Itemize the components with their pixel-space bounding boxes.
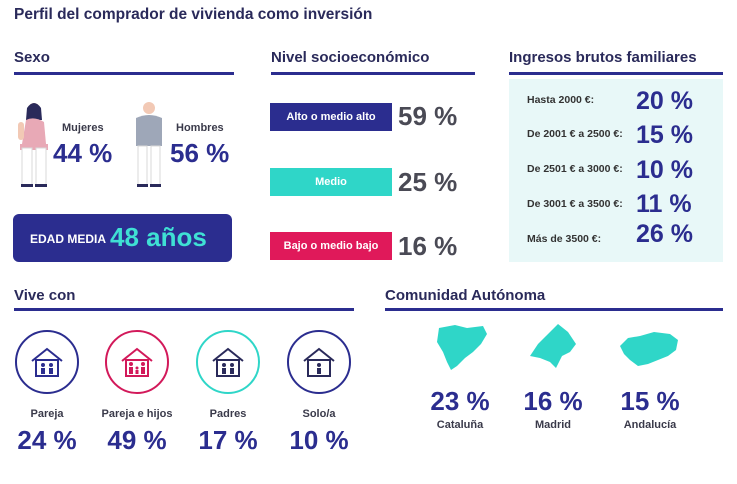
mujeres-value: 44 % — [53, 138, 113, 168]
vive-value-pareja: 24 % — [17, 425, 77, 455]
vive-label-pareja-hijos: Pareja e hijos — [101, 408, 173, 420]
comunidad-value-andalucia: 15 % — [620, 386, 680, 416]
mujeres-label: Mujeres — [62, 122, 104, 134]
ingresos-value-2: 15 % — [636, 121, 693, 149]
vive-value-pareja-hijos: 49 % — [107, 425, 167, 455]
ingresos-label-2: De 2001 € a 2500 €: — [527, 128, 623, 140]
madrid-map-icon — [530, 324, 576, 368]
hombres-label: Hombres — [176, 122, 224, 134]
vive-label-pareja: Pareja — [30, 408, 64, 420]
nivel-rule — [271, 72, 475, 75]
andalucia-map-icon — [620, 332, 678, 366]
nivel-value-medio: 25 % — [398, 167, 458, 197]
nivel-value-bajo: 16 % — [398, 231, 458, 261]
nivel-title: Nivel socioeconómico — [271, 49, 430, 66]
ingresos-label-3: De 2501 € a 3000 €: — [527, 163, 623, 175]
page-title: Perfil del comprador de vivienda como in… — [14, 6, 373, 23]
comunidad-label-andalucia: Andalucía — [623, 419, 677, 431]
house-parents-icon — [196, 330, 260, 394]
woman-icon — [18, 103, 48, 187]
vive-value-padres: 17 % — [198, 425, 258, 455]
ingresos-value-3: 10 % — [636, 156, 693, 184]
vive-value-solo: 10 % — [289, 425, 349, 455]
vive-label-padres: Padres — [209, 408, 247, 420]
edad-media-label: EDAD MEDIA — [30, 232, 107, 246]
ingresos-label-4: De 3001 € a 3500 €: — [527, 198, 623, 210]
comunidad-value-madrid: 16 % — [523, 386, 583, 416]
hombres-value: 56 % — [170, 138, 230, 168]
ingresos-value-4: 11 % — [636, 190, 692, 218]
nivel-pill-medio: Medio — [270, 168, 392, 196]
edad-media-value: 48 años — [110, 222, 207, 252]
house-single-icon — [287, 330, 351, 394]
house-couple-icon — [15, 330, 79, 394]
ingresos-label-5: Más de 3500 €: — [527, 233, 602, 245]
vive-label-solo: Solo/a — [302, 408, 336, 420]
nivel-pill-alto: Alto o medio alto — [270, 103, 392, 131]
ingresos-value-5: 26 % — [636, 220, 693, 248]
man-icon — [136, 102, 162, 187]
comunidad-label-madrid: Madrid — [534, 419, 572, 431]
ingresos-box — [509, 79, 723, 262]
comunidad-label-cataluna: Cataluña — [436, 419, 484, 431]
ingresos-value-1: 20 % — [636, 87, 693, 115]
vive-con-title: Vive con — [14, 287, 76, 304]
comunidad-title: Comunidad Autónoma — [385, 287, 546, 304]
nivel-value-alto: 59 % — [398, 101, 458, 131]
nivel-pill-bajo: Bajo o medio bajo — [270, 232, 392, 260]
ingresos-rule — [509, 72, 723, 75]
sexo-title: Sexo — [14, 49, 50, 66]
edad-media-box: EDAD MEDIA 48 años — [13, 214, 232, 262]
cataluna-map-icon — [437, 325, 487, 370]
house-family-icon — [105, 330, 169, 394]
sexo-rule — [14, 72, 234, 75]
ingresos-label-1: Hasta 2000 €: — [527, 94, 595, 106]
comunidad-value-cataluna: 23 % — [430, 386, 490, 416]
vive-con-rule — [14, 308, 354, 311]
ingresos-title: Ingresos brutos familiares — [509, 49, 697, 66]
comunidad-rule — [385, 308, 723, 311]
